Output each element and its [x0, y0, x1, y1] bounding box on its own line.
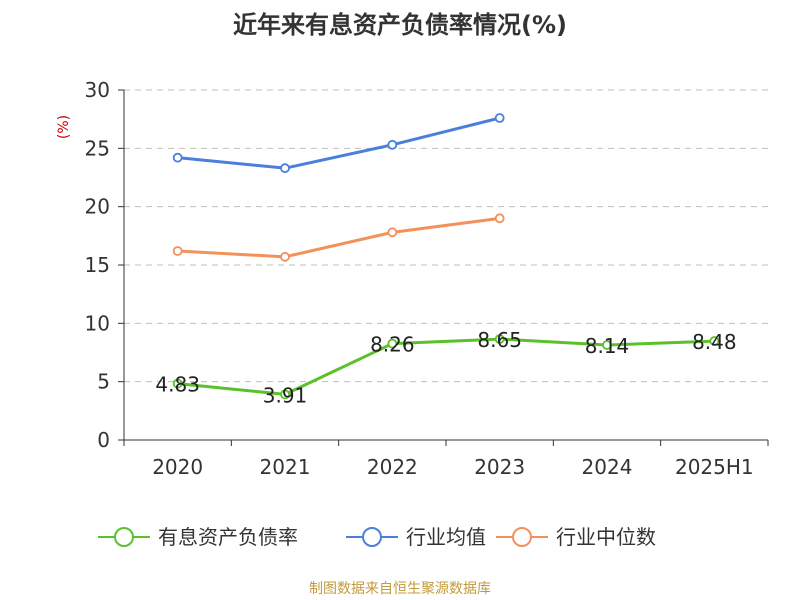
y-tick-label: 0	[97, 428, 110, 452]
gridlines	[124, 89, 768, 383]
data-label: 8.48	[692, 330, 737, 354]
y-tick-label: 5	[97, 370, 110, 394]
legend-label: 行业中位数	[556, 525, 656, 549]
data-point	[172, 152, 183, 163]
x-tick-label: 2022	[367, 455, 418, 479]
data-point	[387, 227, 398, 238]
data-point	[494, 213, 505, 224]
y-tick-labels: 0 5 10 15 20 25 30	[85, 78, 110, 452]
y-tick-label: 30	[85, 78, 110, 102]
data-point	[172, 246, 183, 256]
x-tick-label: 2024	[582, 455, 633, 479]
data-point	[709, 336, 720, 346]
data-point	[172, 378, 183, 389]
data-point	[280, 251, 290, 262]
series-line	[177, 216, 500, 259]
x-tick-label: 2023	[474, 455, 525, 479]
y-tick-label: 20	[85, 195, 110, 219]
legend-marker	[114, 527, 134, 547]
data-point	[602, 340, 612, 350]
data-label: 3.91	[263, 383, 308, 407]
y-tick-label: 15	[85, 253, 110, 277]
legend-label: 行业均值	[406, 525, 486, 549]
data-label: 8.26	[370, 333, 415, 357]
data-label: 4.83	[155, 373, 200, 397]
data-point	[387, 338, 398, 349]
legend-marker	[512, 527, 532, 547]
x-tick-label: 2021	[260, 455, 311, 479]
data-label: 8.65	[477, 328, 522, 352]
y-tick-label: 10	[85, 311, 110, 335]
legend-label: 有息资产负债率	[158, 525, 298, 549]
y-tick-label: 25	[85, 136, 110, 160]
data-point	[387, 139, 398, 150]
data-label: 8.14	[585, 334, 630, 358]
source-note: 制图数据来自恒生聚源数据库	[309, 581, 491, 597]
series-line	[177, 116, 501, 170]
legend-marker	[362, 527, 382, 547]
legend: 有息资产负债率 行业均值 行业中位数	[98, 525, 656, 549]
chart-title: 近年来有息资产负债率情况(%)	[233, 11, 567, 39]
data-point	[280, 389, 290, 400]
data-point	[494, 113, 505, 123]
series-group: 4.83 3.91 8.26 8.65 8.14 8.48	[155, 113, 737, 407]
x-tick-labels: 2020 2021 2022 2023 2024 2025H1	[152, 455, 753, 479]
x-tick-label: 2025H1	[675, 455, 754, 479]
y-axis-label: (%)	[56, 115, 72, 139]
series-line	[177, 337, 715, 396]
data-point	[280, 163, 290, 174]
axes	[118, 89, 769, 446]
data-point	[494, 334, 505, 344]
x-tick-label: 2020	[152, 455, 203, 479]
